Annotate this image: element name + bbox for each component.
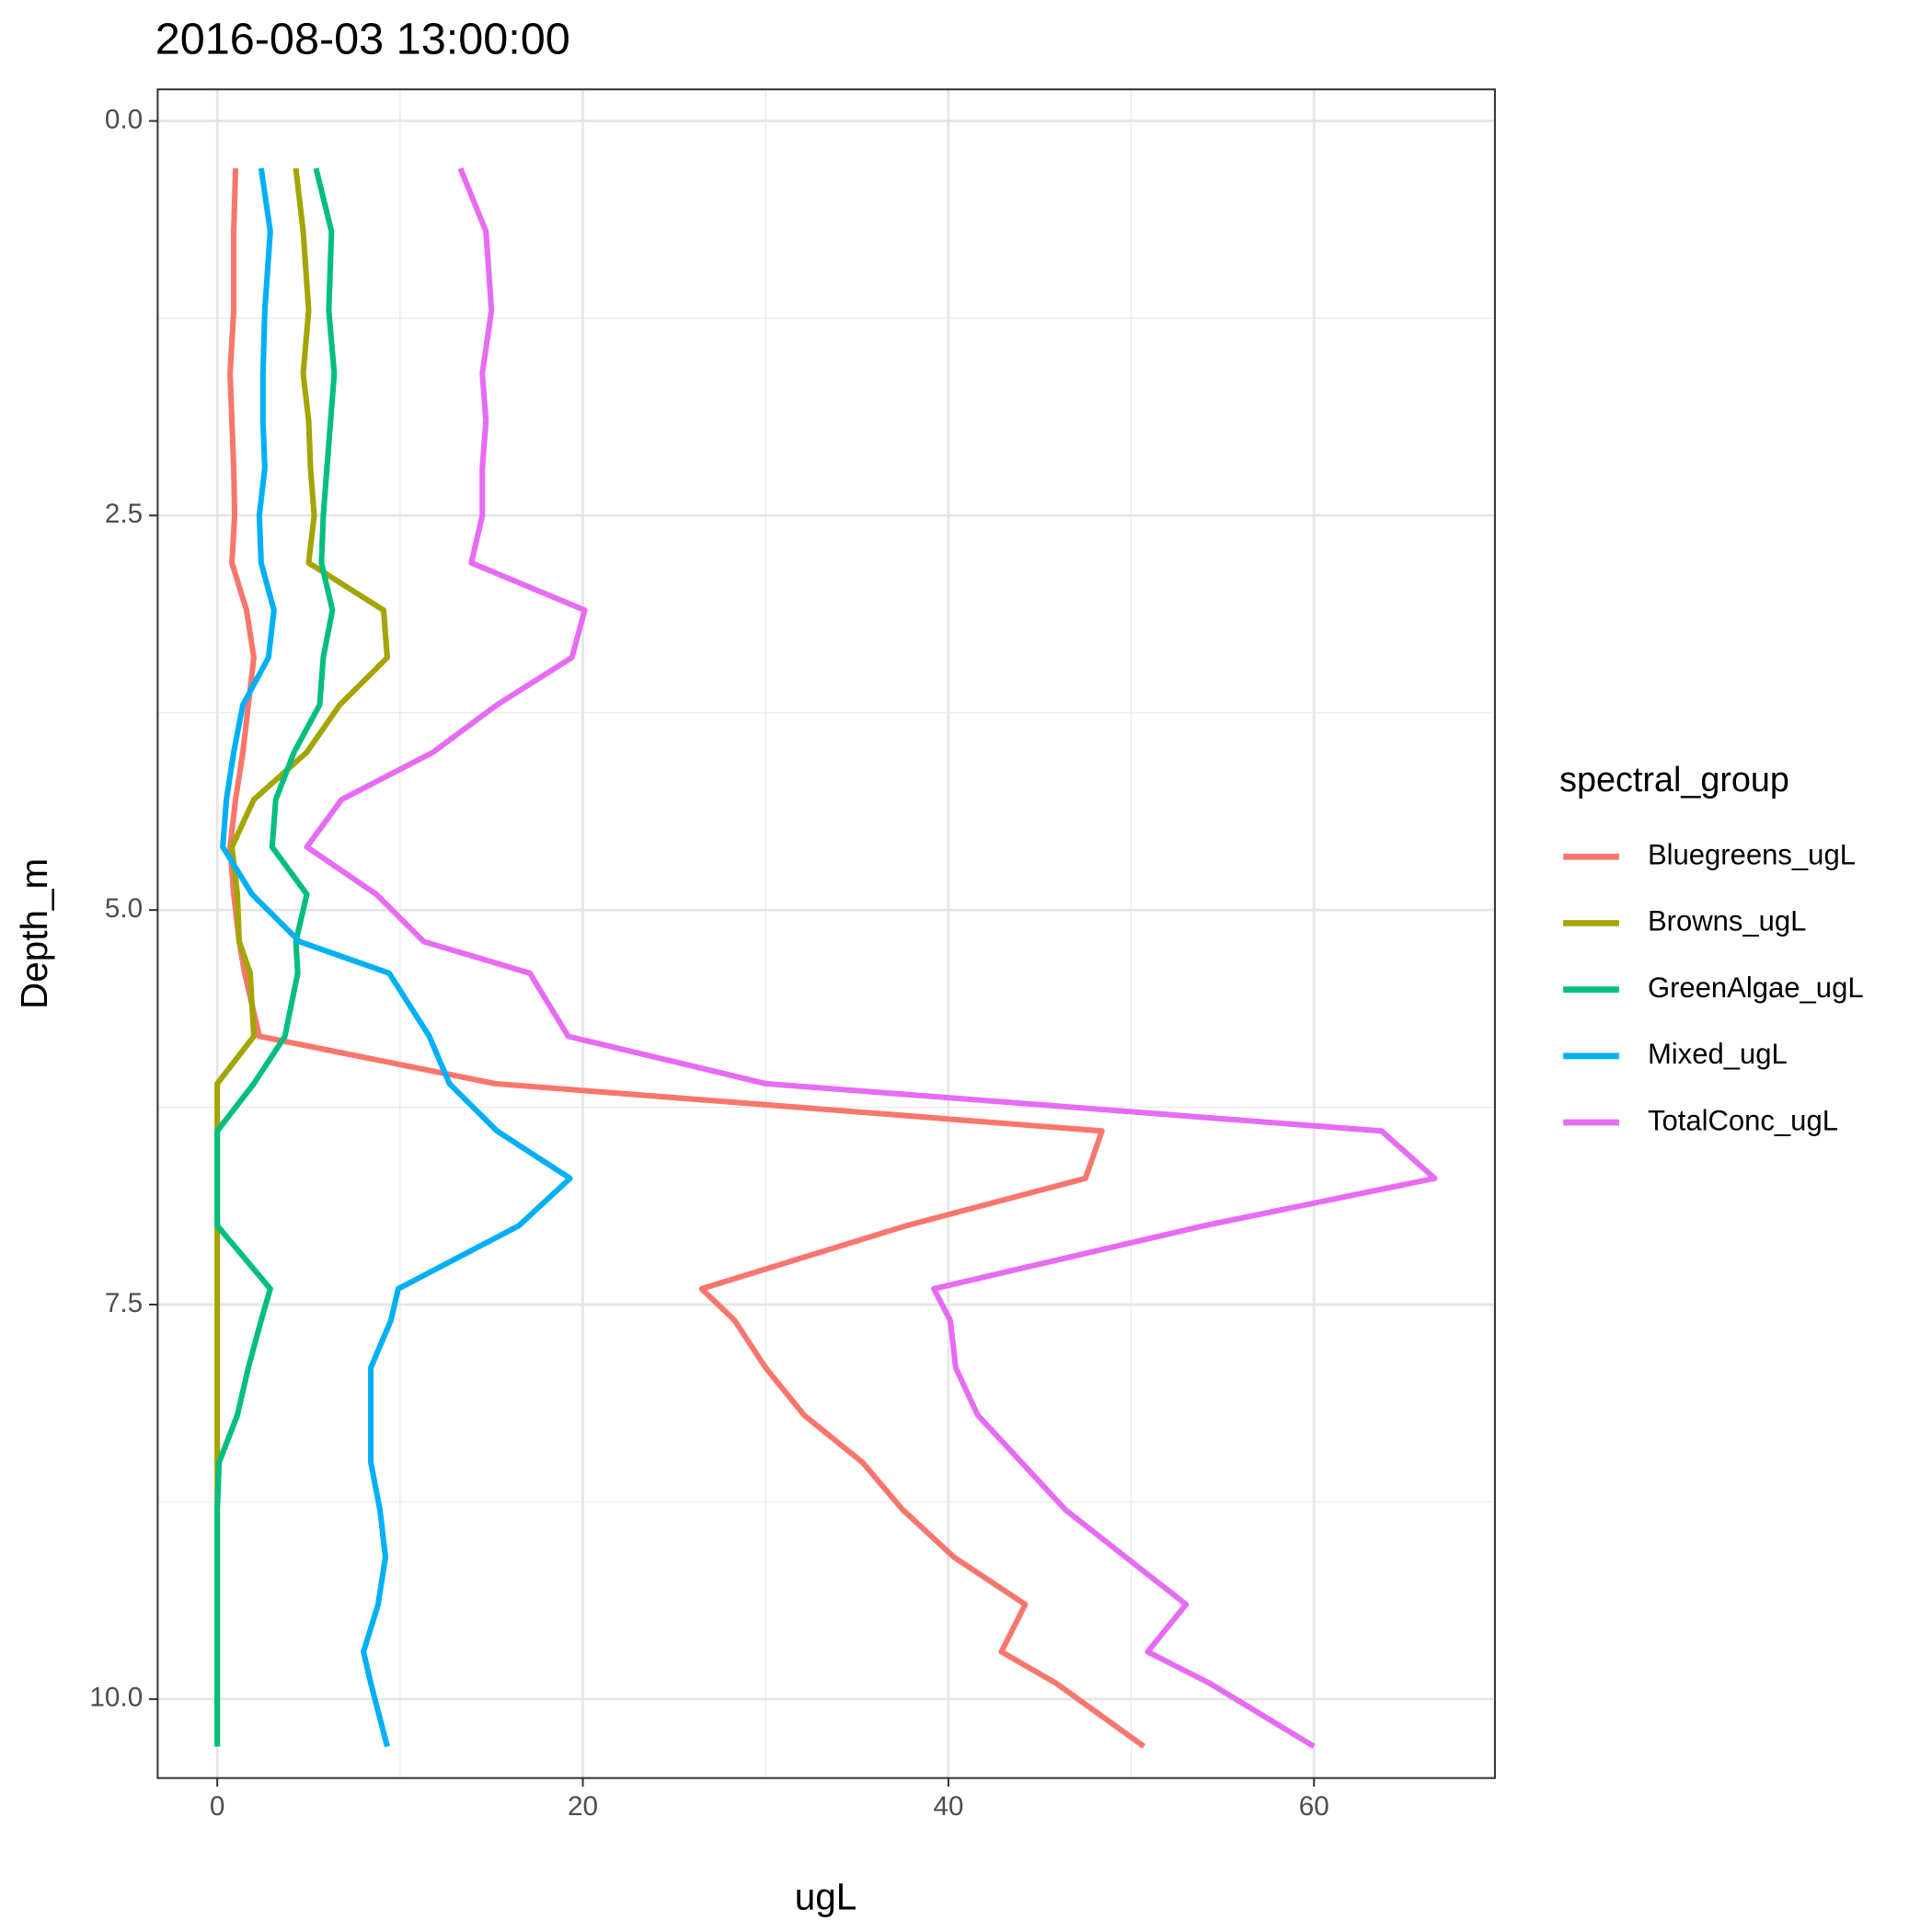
y-tick-label: 0.0	[105, 104, 143, 134]
data-line	[214, 167, 338, 1747]
plot-border	[156, 88, 1496, 1779]
plot-background	[157, 89, 1495, 1778]
y-tick-label: 7.5	[105, 1288, 143, 1318]
data-line	[220, 167, 573, 1748]
x-tick-label: 20	[568, 1791, 598, 1822]
y-tick-label: 5.0	[105, 893, 143, 924]
data-line	[304, 167, 1438, 1749]
x-tick-label: 0	[210, 1791, 225, 1822]
y-tick-label: 2.5	[105, 499, 143, 529]
legend-title: spectral_group	[1559, 761, 1789, 799]
chart-title: 2016-08-03 13:00:00	[155, 15, 570, 64]
y-tick-label: 10.0	[89, 1683, 143, 1713]
y-axis-title: Depth_m	[13, 858, 55, 1009]
x-tick-label: 40	[933, 1791, 963, 1822]
x-tick-label: 60	[1299, 1791, 1329, 1822]
legend-label: Mixed_ugL	[1648, 1038, 1788, 1070]
legend-label: TotalConc_ugL	[1648, 1104, 1838, 1136]
x-axis-title: ugL	[795, 1876, 857, 1918]
data-line	[227, 167, 1146, 1749]
legend-label: Bluegreens_ugL	[1648, 838, 1856, 870]
legend-label: GreenAlgae_ugL	[1648, 972, 1864, 1004]
legend-label: Browns_ugL	[1648, 905, 1807, 937]
